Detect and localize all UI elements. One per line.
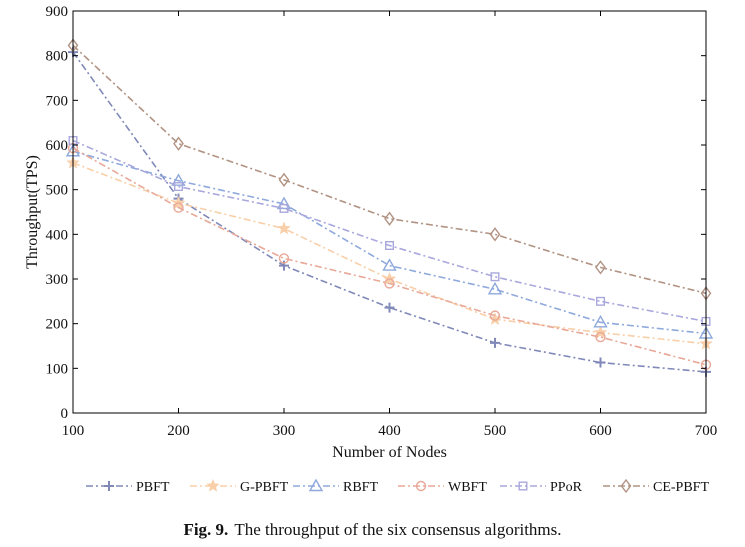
legend-marker-ce-pbft: [620, 478, 632, 494]
data-point-pbft: [595, 357, 606, 368]
x-tick-label: 700: [695, 423, 718, 439]
y-tick-label: 800: [46, 49, 69, 65]
data-point-ce-pbft: [173, 136, 184, 151]
y-tick-label: 200: [46, 317, 69, 333]
data-point-ppor: [279, 203, 289, 213]
series-ce-pbft: [67, 38, 712, 301]
legend-marker-g-pbft: [206, 478, 220, 492]
series-ppor: [68, 136, 711, 326]
x-tick-label: 400: [378, 423, 401, 439]
data-point-ppor: [173, 182, 183, 192]
data-point-rbft: [487, 281, 503, 295]
data-point-ppor: [596, 296, 606, 306]
data-point-rbft: [171, 173, 186, 186]
x-tick-label: 500: [484, 423, 507, 439]
legend-label: RBFT: [343, 480, 378, 495]
data-point-wbft: [489, 310, 501, 321]
legend-item-ce-pbft: CE-PBFT: [603, 478, 709, 495]
caption-text: The throughput of the six consensus algo…: [234, 520, 562, 539]
legend-label: PPoR: [550, 480, 583, 495]
data-point-wbft: [278, 253, 290, 264]
data-point-ppor: [385, 240, 395, 250]
data-point-g-pbft: [277, 221, 291, 235]
y-tick-label: 300: [46, 272, 69, 288]
legend-marker-wbft: [415, 480, 427, 492]
series-line-g-pbft: [72, 162, 707, 345]
legend-item-pbft: PBFT: [86, 480, 170, 495]
data-point-rbft: [276, 196, 292, 210]
x-tick-label: 100: [62, 423, 85, 439]
data-point-pbft: [490, 337, 500, 348]
figure-caption: Fig. 9. The throughput of the six consens…: [0, 520, 745, 540]
x-tick-label: 200: [167, 423, 190, 439]
data-point-ce-pbft: [489, 227, 501, 242]
y-tick-label: 100: [46, 361, 69, 377]
legend-label: G-PBFT: [240, 480, 289, 495]
x-tick-label: 600: [589, 423, 612, 439]
data-point-ce-pbft: [595, 260, 606, 275]
caption-label: Fig. 9.: [183, 520, 229, 539]
series-line-ppor: [72, 139, 707, 323]
y-tick-label: 700: [46, 93, 69, 109]
data-point-wbft: [384, 278, 395, 289]
y-tick-label: 400: [46, 227, 69, 243]
data-point-ce-pbft: [278, 172, 290, 188]
legend-marker-rbft: [308, 478, 324, 492]
data-point-pbft: [384, 302, 395, 313]
data-point-ppor: [490, 272, 500, 282]
y-axis-label: Throughput(TPS): [24, 155, 41, 269]
x-axis-label: Number of Nodes: [332, 444, 447, 461]
legend-marker-pbft: [104, 481, 114, 491]
legend-item-wbft: WBFT: [398, 480, 487, 495]
y-tick-label: 900: [46, 4, 69, 20]
legend-label: CE-PBFT: [653, 480, 709, 495]
legend-label: WBFT: [448, 480, 487, 495]
series-line-ce-pbft: [72, 44, 707, 295]
legend: PBFT G-PBFT RBFT WBFT PPoR CE-PBFT: [86, 478, 709, 495]
series-g-pbft: [66, 155, 713, 350]
data-point-wbft: [595, 331, 606, 343]
series-line-wbft: [72, 147, 707, 366]
legend-label: PBFT: [136, 480, 170, 495]
data-point-rbft: [593, 314, 608, 328]
legend-marker-ppor: [518, 481, 528, 491]
y-tick-label: 500: [46, 183, 69, 199]
series-wbft: [67, 142, 712, 370]
legend-item-ppor: PPoR: [500, 480, 583, 495]
data-point-ce-pbft: [384, 211, 395, 226]
y-tick-label: 600: [46, 138, 69, 154]
y-tick-label: 0: [61, 406, 69, 422]
data-point-rbft: [382, 258, 397, 271]
data-point-wbft: [173, 202, 184, 213]
legend-item-g-pbft: G-PBFT: [190, 478, 289, 495]
series-line-rbft: [72, 150, 707, 335]
legend-item-rbft: RBFT: [293, 478, 378, 495]
x-tick-label: 300: [273, 423, 296, 439]
